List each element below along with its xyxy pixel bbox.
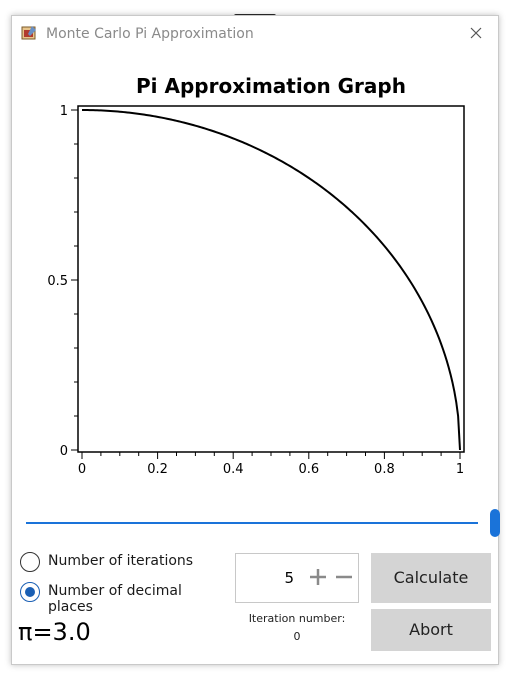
radio-label: Number of iterations (48, 553, 194, 569)
x-tick-label: 0.2 (147, 462, 168, 477)
close-icon (470, 27, 482, 39)
abort-button[interactable]: Abort (371, 609, 491, 651)
y-tick-label: 1 (60, 104, 68, 119)
app-icon (21, 26, 36, 40)
value-stepper[interactable]: 5 (235, 553, 359, 603)
x-tick-label: 0 (78, 462, 86, 477)
slider-track (26, 522, 478, 524)
x-tick-label: 1 (456, 462, 464, 477)
radio-number-of-decimal-places[interactable]: Number of decimal places (20, 582, 230, 615)
chart-title: Pi Approximation Graph (136, 74, 406, 98)
plot-frame (77, 105, 465, 453)
x-tick-label: 0.6 (298, 462, 319, 477)
stepper-value: 5 (284, 569, 294, 587)
radio-label: Number of decimal places (48, 583, 182, 615)
iteration-slider[interactable] (26, 508, 500, 538)
radio-selected-dot (25, 587, 35, 597)
slider-thumb[interactable] (490, 509, 500, 537)
iteration-number-label: Iteration number: (248, 612, 346, 625)
x-tick-label: 0.4 (223, 462, 244, 477)
window-title: Monte Carlo Pi Approximation (46, 26, 254, 42)
x-tick-label: 0.8 (374, 462, 395, 477)
pi-chart: Pi Approximation Graph 0 0.2 0.4 0.6 0.8 1 0 0.5… (47, 74, 465, 477)
quarter-circle-line (82, 109, 461, 451)
minus-icon[interactable] (334, 566, 354, 588)
pi-result: π=3.0 (18, 618, 91, 646)
close-button[interactable] (454, 16, 498, 50)
y-tick-label: 0 (60, 444, 68, 459)
app-window: Monte Carlo Pi Approximation Pi Approxim… (11, 15, 500, 665)
plus-icon[interactable] (308, 566, 328, 588)
radio-number-of-iterations[interactable]: Number of iterations (20, 552, 230, 574)
radio-circle[interactable] (20, 582, 40, 602)
title-bar[interactable]: Monte Carlo Pi Approximation (12, 16, 498, 50)
iteration-number-value: 0 (293, 630, 301, 643)
radio-circle[interactable] (20, 552, 40, 572)
y-tick-label: 0.5 (47, 274, 68, 289)
calculate-button[interactable]: Calculate (371, 553, 491, 603)
